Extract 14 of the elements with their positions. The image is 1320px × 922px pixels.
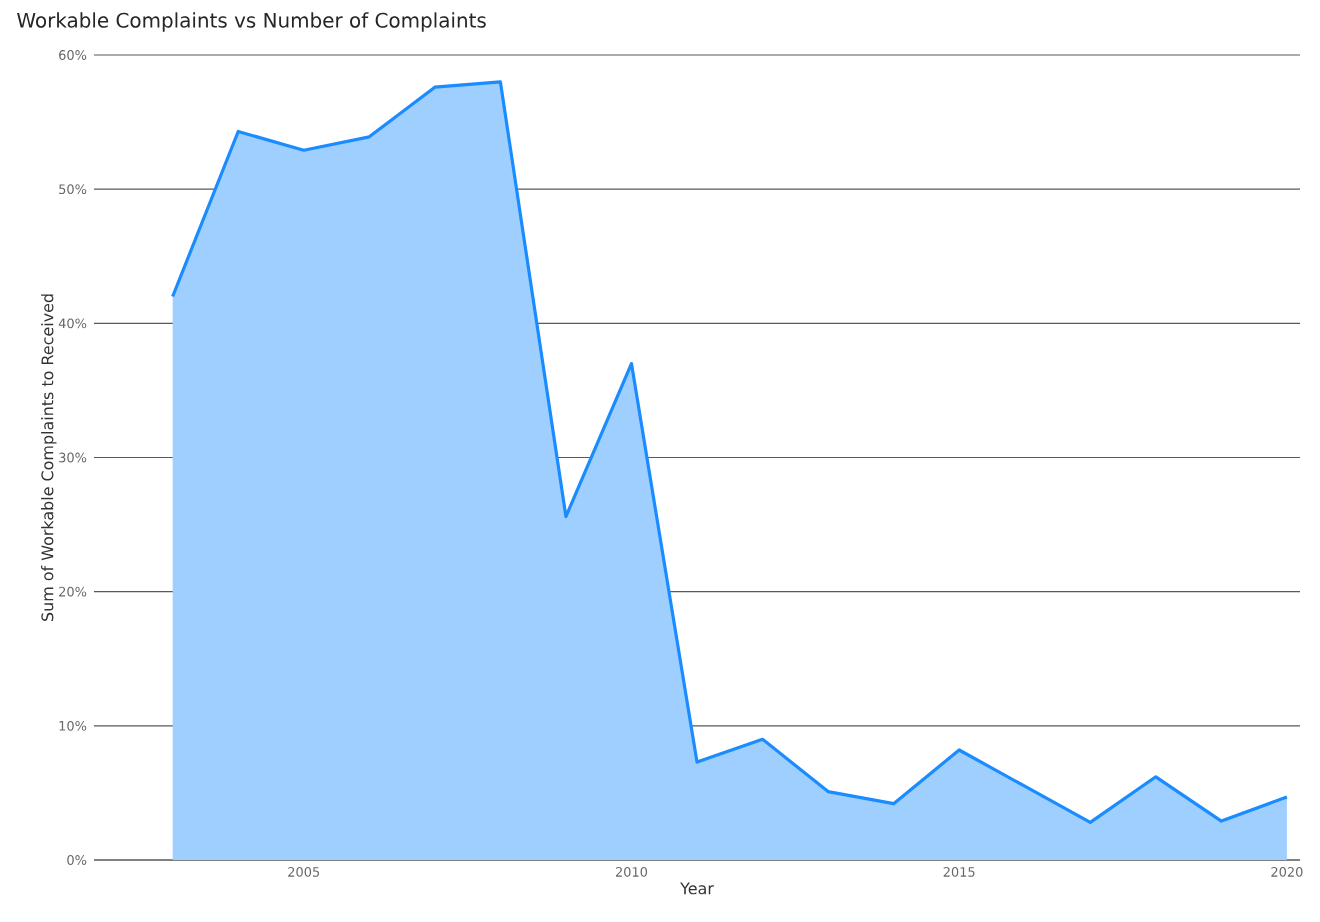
x-axis-title: Year: [680, 882, 714, 895]
x-tick-label: 2005: [288, 867, 320, 877]
y-tick-label: 10%: [59, 720, 87, 731]
y-axis-title: Sum of Workable Complaints to Received: [41, 294, 57, 621]
y-tick-label: 20%: [59, 586, 87, 597]
x-tick-label: 2010: [615, 867, 648, 877]
x-tick-label: 2020: [1271, 867, 1303, 877]
y-tick-label: 60%: [59, 50, 87, 60]
x-tick-label: 2015: [943, 867, 975, 877]
chart-title: Workable Complaints vs Number of Complaints: [17, 12, 486, 32]
y-tick-label: 50%: [59, 184, 87, 195]
y-tick-label: 0%: [67, 855, 87, 865]
y-tick-label: 40%: [58, 318, 87, 329]
y-tick-label: 30%: [59, 452, 87, 463]
